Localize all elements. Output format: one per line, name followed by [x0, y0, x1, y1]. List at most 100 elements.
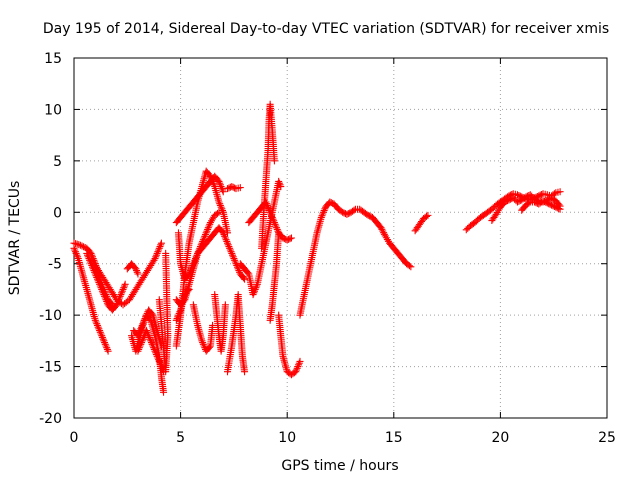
series-arc-28: [518, 197, 564, 214]
data-point-marker: [96, 282, 104, 290]
data-point-marker: [198, 337, 206, 345]
series-arc-04: [87, 239, 165, 309]
data-point-marker: [134, 270, 142, 278]
series-arc-22: [266, 229, 283, 324]
data-point-marker: [72, 249, 80, 257]
data-point-marker: [224, 239, 232, 247]
data-point-marker: [265, 205, 273, 213]
data-point-marker: [71, 248, 79, 256]
series-arc-23: [275, 311, 304, 379]
data-point-marker: [118, 287, 126, 295]
data-point-marker: [236, 268, 244, 276]
data-point-marker: [223, 237, 231, 245]
data-point-marker: [273, 224, 281, 232]
data-point-marker: [95, 279, 103, 287]
data-point-marker: [200, 234, 208, 242]
data-point-marker: [270, 219, 278, 227]
data-point-marker: [199, 340, 207, 348]
data-point-marker: [292, 368, 300, 376]
tick-layer: 0 5 10 15 20 25 -20 -15 -10 -5 0 5 10 15: [39, 51, 616, 446]
series-arc-25: [411, 211, 432, 235]
y-tick-label: 5: [53, 154, 62, 170]
data-point-marker: [217, 183, 225, 191]
x-tick-label: 25: [598, 430, 616, 446]
data-point-marker: [96, 328, 104, 336]
data-point-marker: [221, 234, 229, 242]
data-point-marker: [173, 315, 181, 323]
data-point-marker: [199, 339, 207, 347]
data-point-marker: [147, 337, 155, 345]
data-point-marker: [317, 213, 325, 221]
data-point-marker: [201, 232, 209, 240]
data-point-marker: [239, 274, 247, 282]
data-point-marker: [102, 296, 110, 304]
data-point-marker: [276, 181, 284, 189]
data-point-marker: [293, 364, 301, 372]
data-point-marker: [149, 342, 157, 350]
series-arc-13: [172, 285, 193, 324]
data-point-marker: [214, 176, 222, 184]
x-axis-label: GPS time / hours: [281, 458, 398, 474]
data-point-marker: [78, 242, 86, 250]
data-point-marker: [132, 265, 140, 273]
data-point-marker: [101, 294, 109, 302]
data-point-marker: [295, 361, 303, 369]
data-point-marker: [185, 285, 193, 293]
data-point-marker: [227, 248, 235, 256]
data-point-marker: [215, 177, 223, 185]
data-point-marker: [216, 181, 224, 189]
data-point-marker: [275, 229, 283, 237]
data-point-marker: [269, 215, 277, 223]
data-point-marker: [228, 251, 236, 259]
data-point-marker: [222, 236, 230, 244]
data-point-marker: [102, 342, 110, 350]
data-point-marker: [99, 335, 107, 343]
data-point-marker: [244, 269, 252, 277]
data-point-marker: [556, 205, 564, 213]
data-point-marker: [145, 332, 153, 340]
data-point-marker: [226, 244, 234, 252]
data-point-marker: [101, 292, 109, 300]
data-point-marker: [97, 330, 105, 338]
data-point-marker: [95, 325, 103, 333]
data-point-marker: [104, 347, 112, 355]
data-point-marker: [94, 323, 102, 331]
data-point-marker: [103, 299, 111, 307]
y-tick-label: -5: [48, 257, 62, 273]
data-point-marker: [103, 345, 111, 353]
data-point-marker: [195, 246, 203, 254]
data-point-marker: [93, 273, 101, 281]
data-point-marker: [93, 320, 101, 328]
data-point-marker: [199, 237, 207, 245]
series-arc-17: [224, 183, 244, 193]
data-point-marker: [143, 328, 151, 336]
data-point-marker: [196, 243, 204, 251]
data-point-marker: [145, 333, 153, 341]
data-point-marker: [205, 222, 213, 230]
data-point-marker: [120, 284, 128, 292]
data-point-marker: [319, 210, 327, 218]
plot-frame: [73, 57, 608, 419]
y-tick-label: 0: [53, 205, 62, 221]
data-point-marker: [74, 253, 82, 261]
data-point-marker: [236, 184, 244, 192]
data-point-marker: [271, 220, 279, 228]
data-point-marker: [133, 267, 141, 275]
data-point-marker: [251, 285, 259, 293]
data-point-marker: [219, 186, 227, 194]
data-point-marker: [215, 198, 223, 206]
data-point-marker: [220, 231, 228, 239]
data-point-marker: [153, 352, 161, 360]
data-point-marker: [218, 205, 226, 213]
data-point-marker: [275, 177, 283, 185]
data-point-marker: [206, 220, 214, 228]
data-point-marker: [234, 265, 242, 273]
data-point-marker: [175, 309, 183, 317]
series-arc-16: [211, 291, 229, 355]
data-point-marker: [320, 207, 328, 215]
data-layer: [70, 100, 564, 396]
data-point-marker: [224, 229, 232, 237]
data-point-marker: [216, 200, 224, 208]
y-tick-label: -10: [39, 308, 62, 324]
data-point-marker: [150, 344, 158, 352]
